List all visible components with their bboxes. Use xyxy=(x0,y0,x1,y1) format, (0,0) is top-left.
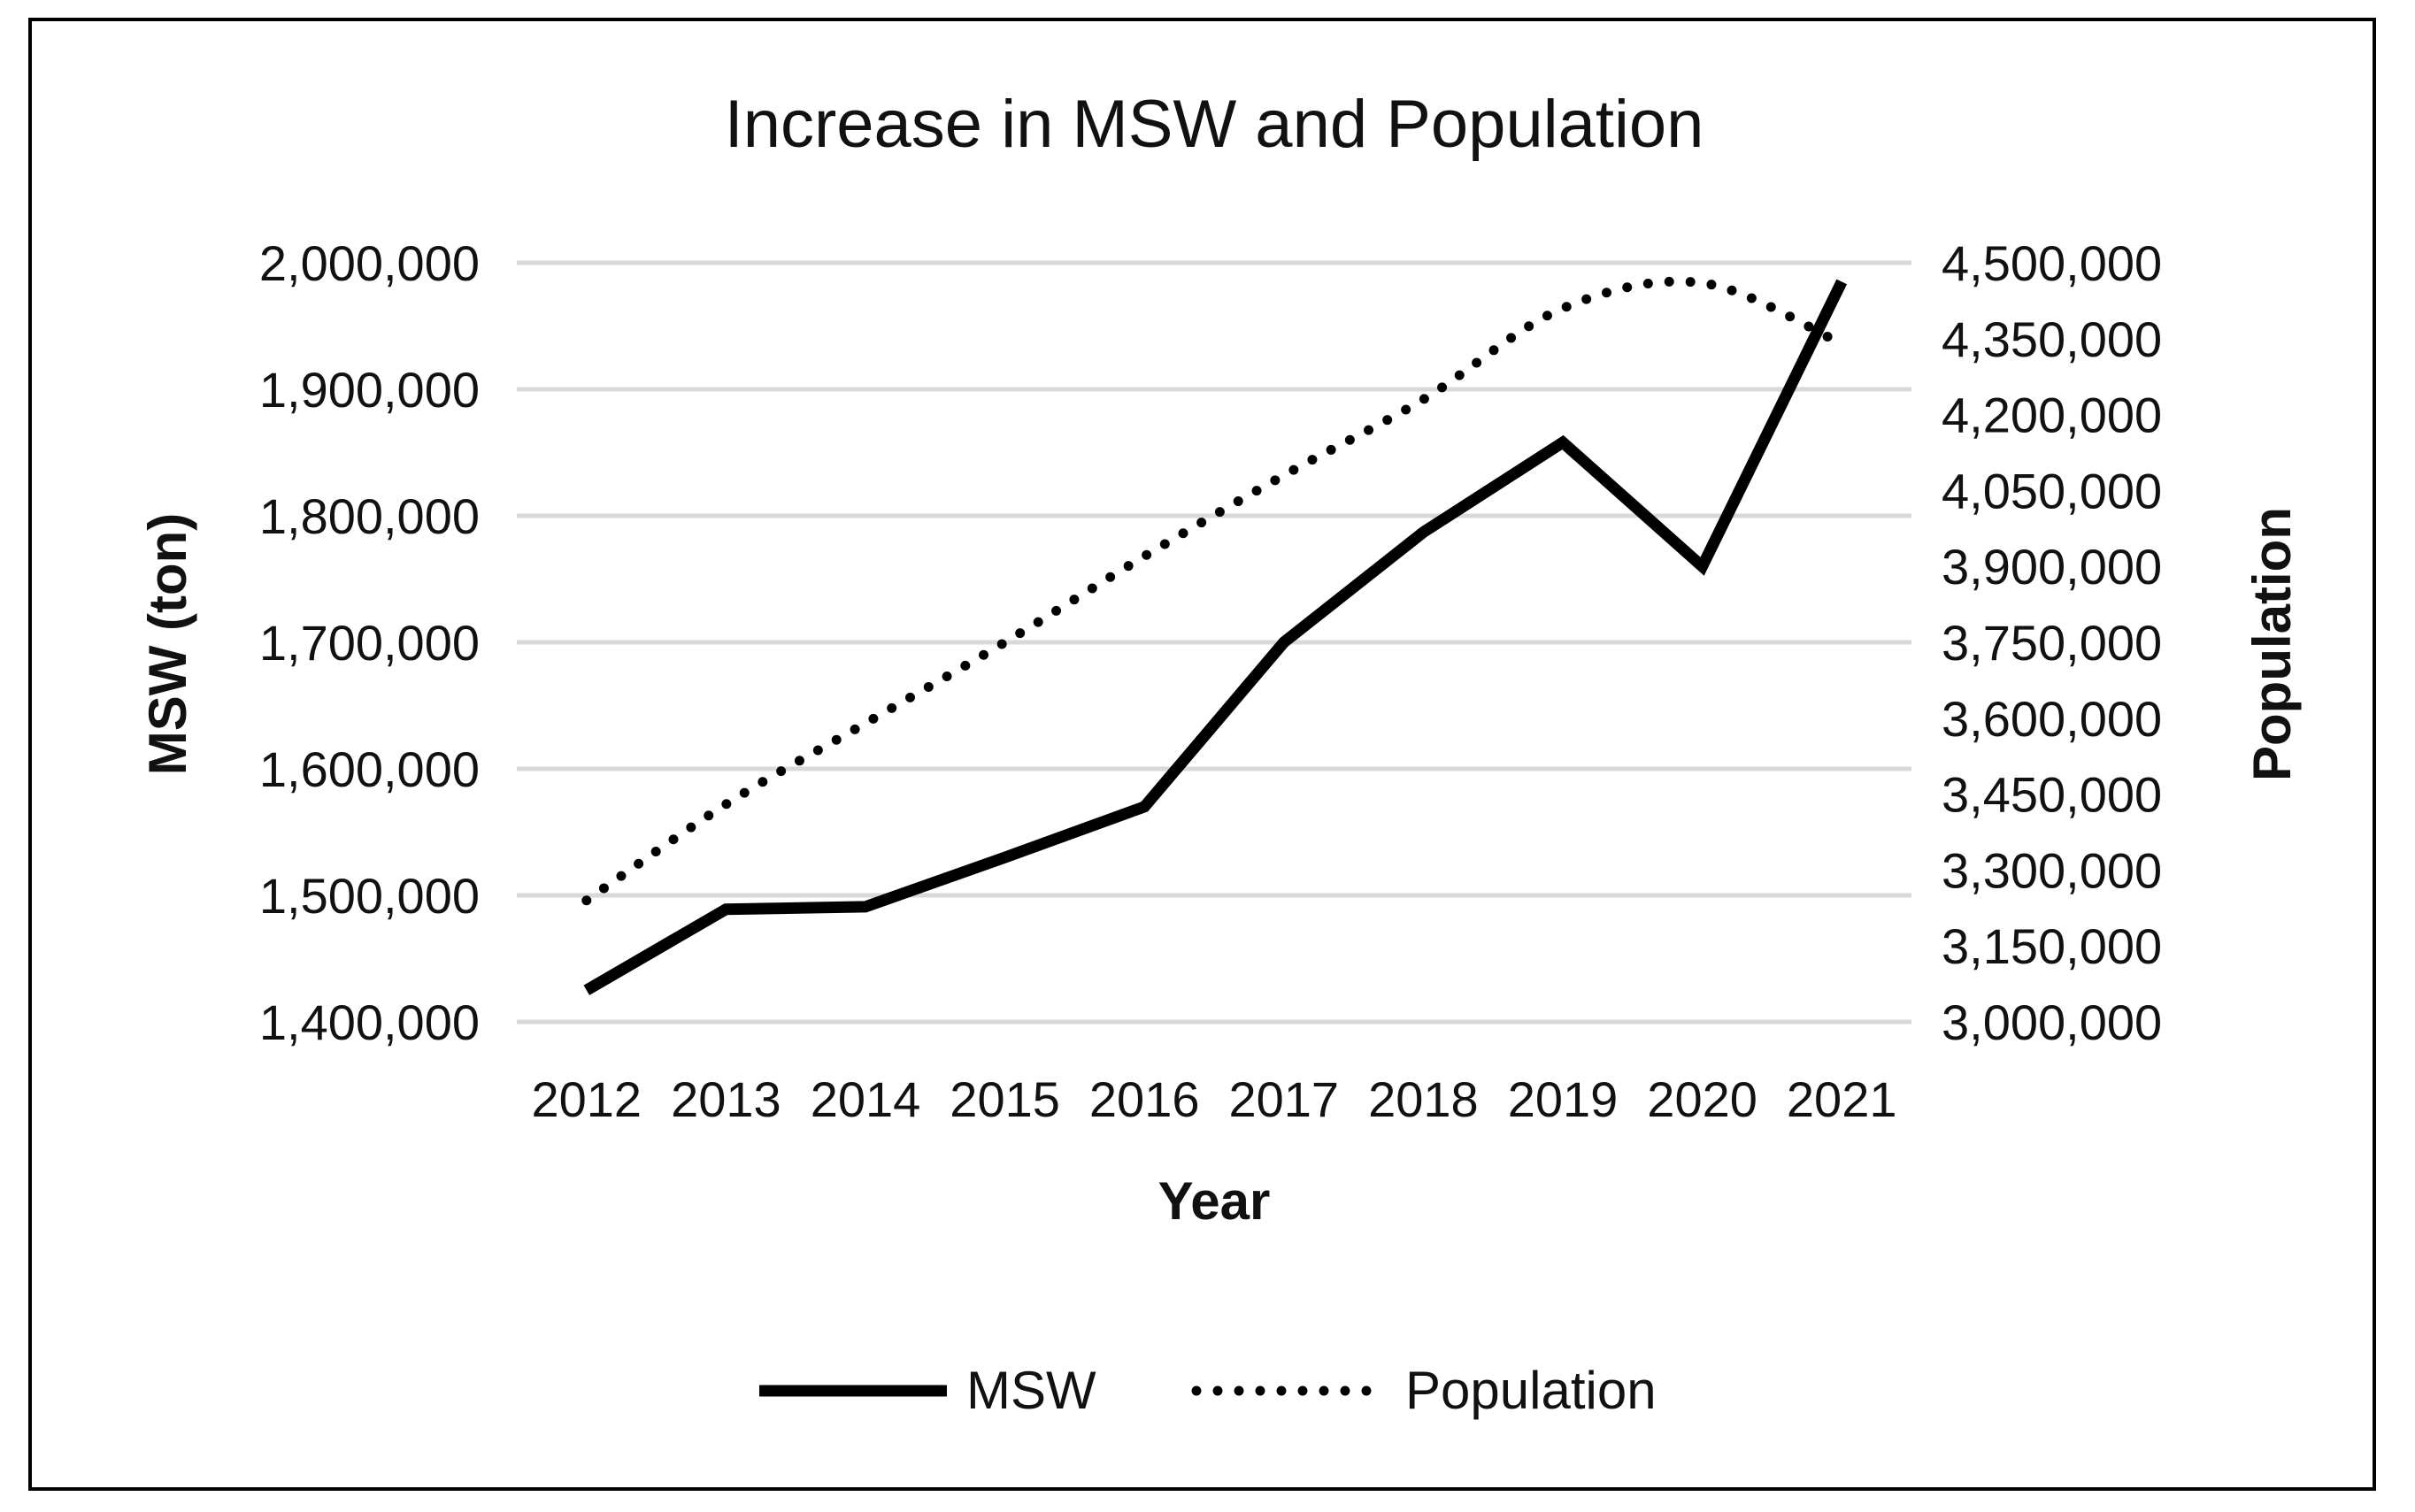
series-line-msw xyxy=(583,279,1848,995)
legend: MSW Population xyxy=(759,1361,1657,1420)
y-axis-left-title: MSW (ton) xyxy=(138,513,197,776)
legend-label-population: Population xyxy=(1405,1361,1657,1420)
y-left-tick-label: 1,800,000 xyxy=(259,488,480,544)
y-left-tick-label: 1,900,000 xyxy=(259,362,480,418)
y-right-tick-label: 3,900,000 xyxy=(1942,539,2162,595)
y-right-tick-label: 3,150,000 xyxy=(1942,918,2162,974)
y-axis-right-ticks: 3,000,000 3,150,000 3,300,000 3,450,000 3,60… xyxy=(1942,235,2162,1050)
x-tick-label: 2012 xyxy=(532,1071,642,1127)
x-axis-ticks: 2012 2013 2014 2015 2016 2017 2018 2019 2020 2021 xyxy=(532,1071,1897,1127)
x-tick-label: 2016 xyxy=(1089,1071,1200,1127)
y-left-tick-label: 1,600,000 xyxy=(259,741,480,797)
y-right-tick-label: 4,200,000 xyxy=(1942,388,2162,443)
gridlines xyxy=(517,260,1911,1025)
y-left-tick-label: 1,400,000 xyxy=(259,994,480,1050)
chart-frame xyxy=(28,18,2376,1491)
x-tick-label: 2017 xyxy=(1229,1071,1340,1127)
x-tick-label: 2014 xyxy=(811,1071,921,1127)
x-tick-label: 2021 xyxy=(1787,1071,1897,1127)
chart-title: Increase in MSW and Population xyxy=(725,87,1704,162)
y-right-tick-label: 4,500,000 xyxy=(1942,235,2162,291)
y-axis-right-title: Population xyxy=(2242,507,2302,781)
series-line-population xyxy=(581,276,1847,906)
y-right-tick-label: 3,000,000 xyxy=(1942,994,2162,1050)
x-tick-label: 2020 xyxy=(1647,1071,1757,1127)
x-tick-label: 2018 xyxy=(1368,1071,1479,1127)
y-axis-left-ticks: 1,400,000 1,500,000 1,600,000 1,700,000 1,80… xyxy=(259,235,480,1050)
y-right-tick-label: 4,050,000 xyxy=(1942,463,2162,518)
legend-label-msw: MSW xyxy=(966,1361,1096,1420)
x-tick-label: 2019 xyxy=(1508,1071,1619,1127)
y-right-tick-label: 3,750,000 xyxy=(1942,615,2162,671)
y-left-tick-label: 2,000,000 xyxy=(259,235,480,291)
x-axis-title: Year xyxy=(1158,1171,1271,1231)
x-tick-label: 2015 xyxy=(950,1071,1060,1127)
x-tick-label: 2013 xyxy=(671,1071,781,1127)
y-right-tick-label: 3,600,000 xyxy=(1942,691,2162,747)
y-right-tick-label: 3,450,000 xyxy=(1942,767,2162,823)
y-left-tick-label: 1,700,000 xyxy=(259,615,480,671)
y-right-tick-label: 3,300,000 xyxy=(1942,842,2162,898)
y-right-tick-label: 4,350,000 xyxy=(1942,311,2162,367)
y-left-tick-label: 1,500,000 xyxy=(259,868,480,924)
